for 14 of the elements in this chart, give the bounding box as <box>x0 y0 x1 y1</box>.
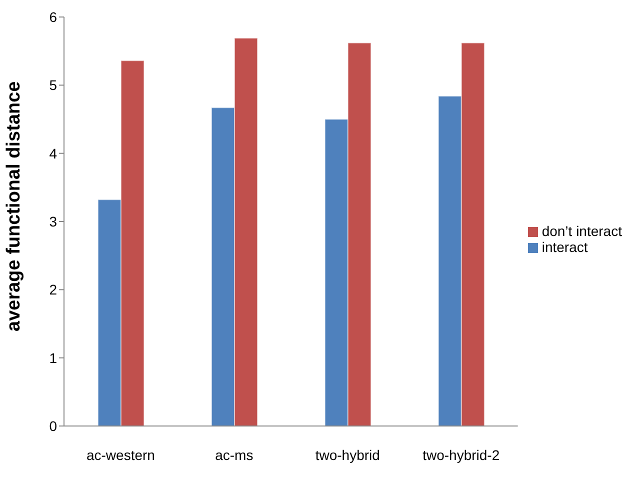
x-tick-label: two-hybrid-2 <box>422 446 500 463</box>
y-tick-label: 1 <box>49 350 58 366</box>
x-tick-label: two-hybrid <box>315 446 380 463</box>
x-tick-label: ac-western <box>86 446 155 463</box>
y-tick-label: 5 <box>49 77 58 94</box>
y-tick-label: 6 <box>49 8 58 25</box>
y-tick-label: 3 <box>49 213 58 230</box>
x-tick-label: ac-ms <box>215 446 254 463</box>
y-axis-title: average functional distance <box>4 81 25 332</box>
y-tick-label: 4 <box>49 145 58 162</box>
legend-label: don’t interact <box>542 223 622 239</box>
y-tick-label: 0 <box>49 418 58 434</box>
legend-label: interact <box>542 239 588 255</box>
y-tick-label: 2 <box>49 282 58 298</box>
